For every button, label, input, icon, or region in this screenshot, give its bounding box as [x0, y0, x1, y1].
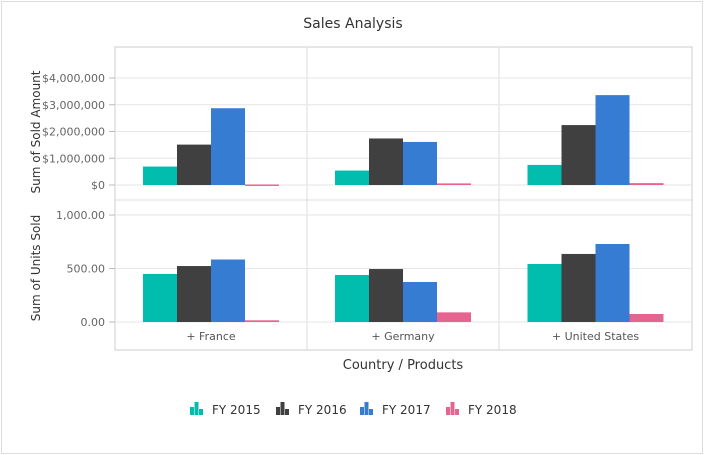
plot-area-border [114, 46, 693, 351]
legend-marker-icon [276, 402, 289, 415]
legend-marker-bar [455, 409, 459, 415]
bar-fy-2018 [245, 184, 279, 186]
bar-fy-2018 [437, 183, 471, 185]
chart-title: Sales Analysis [303, 16, 402, 32]
legend-marker-bar [360, 407, 364, 415]
legend-item-label: FY 2015 [212, 403, 261, 417]
bar-fy-2015 [143, 166, 177, 185]
bar-fy-2016 [561, 125, 596, 185]
bar-fy-2015 [527, 164, 562, 185]
bar-fy-2016 [561, 253, 596, 322]
bar-fy-2015 [143, 273, 177, 322]
y-axis-title: Sum of Units Sold [29, 215, 43, 322]
y-tick-label: 1,000.00 [56, 209, 105, 222]
legend-marker-bar [194, 402, 199, 415]
x-category-label: + Germany [371, 330, 435, 343]
legend-marker-bar [285, 409, 289, 415]
bar-fy-2018 [629, 183, 664, 185]
bar-fy-2017 [403, 141, 437, 185]
bar-fy-2018 [245, 320, 279, 322]
legend-marker-bar [446, 407, 450, 415]
legend-marker-bar [369, 409, 373, 415]
x-axis-title: Country / Products [343, 358, 464, 373]
y-tick-label: 0.00 [81, 316, 106, 329]
bar-fy-2017 [595, 243, 630, 322]
y-tick-label: 500.00 [67, 263, 106, 276]
bar-fy-2017 [403, 281, 437, 322]
bar-fy-2016 [177, 144, 211, 185]
legend-marker-icon [190, 402, 203, 415]
bar-fy-2015 [335, 275, 369, 322]
bar-fy-2016 [369, 269, 403, 322]
bar-fy-2016 [177, 266, 211, 322]
bar-fy-2017 [211, 259, 245, 322]
legend-item-label: FY 2018 [468, 403, 517, 417]
x-category-label: + France [186, 330, 236, 343]
legend-marker-icon [360, 402, 373, 415]
legend-marker-bar [364, 402, 369, 415]
legend-item-label: FY 2016 [298, 403, 347, 417]
bar-fy-2017 [595, 95, 630, 185]
legend-marker-bar [450, 402, 455, 415]
bar-fy-2015 [335, 170, 369, 185]
bar-fy-2018 [629, 313, 664, 322]
y-tick-label: $4,000,000 [42, 72, 105, 85]
x-category-label: + United States [552, 330, 639, 343]
legend-marker-bar [199, 409, 203, 415]
legend-marker-icon [446, 402, 459, 415]
legend-item-label: FY 2017 [382, 403, 431, 417]
bar-fy-2015 [527, 264, 562, 322]
y-tick-label: $3,000,000 [42, 99, 105, 112]
bar-fy-2017 [211, 108, 245, 185]
legend-marker-bar [276, 407, 280, 415]
y-tick-label: $0 [91, 179, 105, 192]
bar-fy-2018 [437, 312, 471, 322]
bar-fy-2016 [369, 138, 403, 185]
y-tick-label: $1,000,000 [42, 152, 105, 165]
y-tick-label: $2,000,000 [42, 126, 105, 139]
legend-marker-bar [280, 402, 285, 415]
y-axis-title: Sum of Sold Amount [29, 70, 43, 193]
legend-marker-bar [190, 407, 194, 415]
